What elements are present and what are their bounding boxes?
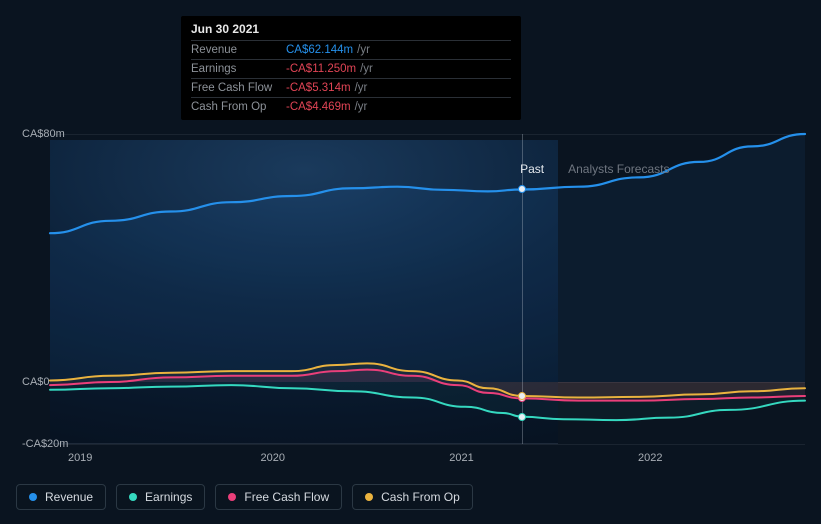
x-axis-label: 2021 — [449, 452, 473, 464]
tooltip-row-value: -CA$5.314m/yr — [286, 79, 511, 98]
legend-dot-icon — [228, 493, 236, 501]
y-axis-label: -CA$20m — [22, 438, 68, 450]
legend-label: Revenue — [45, 490, 93, 504]
legend-item[interactable]: Revenue — [16, 484, 106, 510]
chart-plot[interactable]: Past Analysts Forecasts — [50, 134, 805, 444]
gridline — [50, 444, 805, 445]
tooltip-row: RevenueCA$62.144m/yr — [191, 41, 511, 60]
x-axis-label: 2020 — [260, 452, 284, 464]
series-fill — [50, 134, 805, 382]
chart-legend: Revenue Earnings Free Cash Flow Cash From O… — [16, 484, 473, 510]
tooltip-row-value: -CA$4.469m/yr — [286, 98, 511, 117]
legend-label: Earnings — [145, 490, 192, 504]
legend-item[interactable]: Earnings — [116, 484, 205, 510]
legend-dot-icon — [365, 493, 373, 501]
forecast-label: Analysts Forecasts — [568, 162, 669, 176]
legend-label: Free Cash Flow — [244, 490, 329, 504]
tooltip-row: Free Cash Flow-CA$5.314m/yr — [191, 79, 511, 98]
x-axis-label: 2019 — [68, 452, 92, 464]
series-marker — [518, 413, 526, 421]
x-axis-label: 2022 — [638, 452, 662, 464]
tooltip-row-label: Revenue — [191, 41, 286, 60]
tooltip-row-value: -CA$11.250m/yr — [286, 60, 511, 79]
tooltip-table: RevenueCA$62.144m/yrEarnings-CA$11.250m/… — [191, 40, 511, 116]
tooltip-row: Earnings-CA$11.250m/yr — [191, 60, 511, 79]
legend-dot-icon — [29, 493, 37, 501]
y-axis-label: CA$0 — [22, 376, 50, 388]
tooltip-row-value: CA$62.144m/yr — [286, 41, 511, 60]
tooltip-row-label: Free Cash Flow — [191, 79, 286, 98]
series-fill — [50, 382, 805, 420]
y-axis-label: CA$80m — [22, 128, 65, 140]
series-marker — [518, 392, 526, 400]
legend-label: Cash From Op — [381, 490, 460, 504]
legend-dot-icon — [129, 493, 137, 501]
chart-area: CA$80m CA$0 -CA$20m Past Analysts Forecast… — [16, 122, 805, 474]
series-marker — [518, 185, 526, 193]
tooltip-row-label: Cash From Op — [191, 98, 286, 117]
tooltip-date: Jun 30 2021 — [191, 22, 511, 40]
tooltip-row: Cash From Op-CA$4.469m/yr — [191, 98, 511, 117]
past-label: Past — [520, 162, 544, 176]
chart-tooltip: Jun 30 2021 RevenueCA$62.144m/yrEarnings… — [181, 16, 521, 120]
legend-item[interactable]: Cash From Op — [352, 484, 473, 510]
tooltip-row-label: Earnings — [191, 60, 286, 79]
legend-item[interactable]: Free Cash Flow — [215, 484, 342, 510]
chart-svg — [50, 134, 805, 444]
